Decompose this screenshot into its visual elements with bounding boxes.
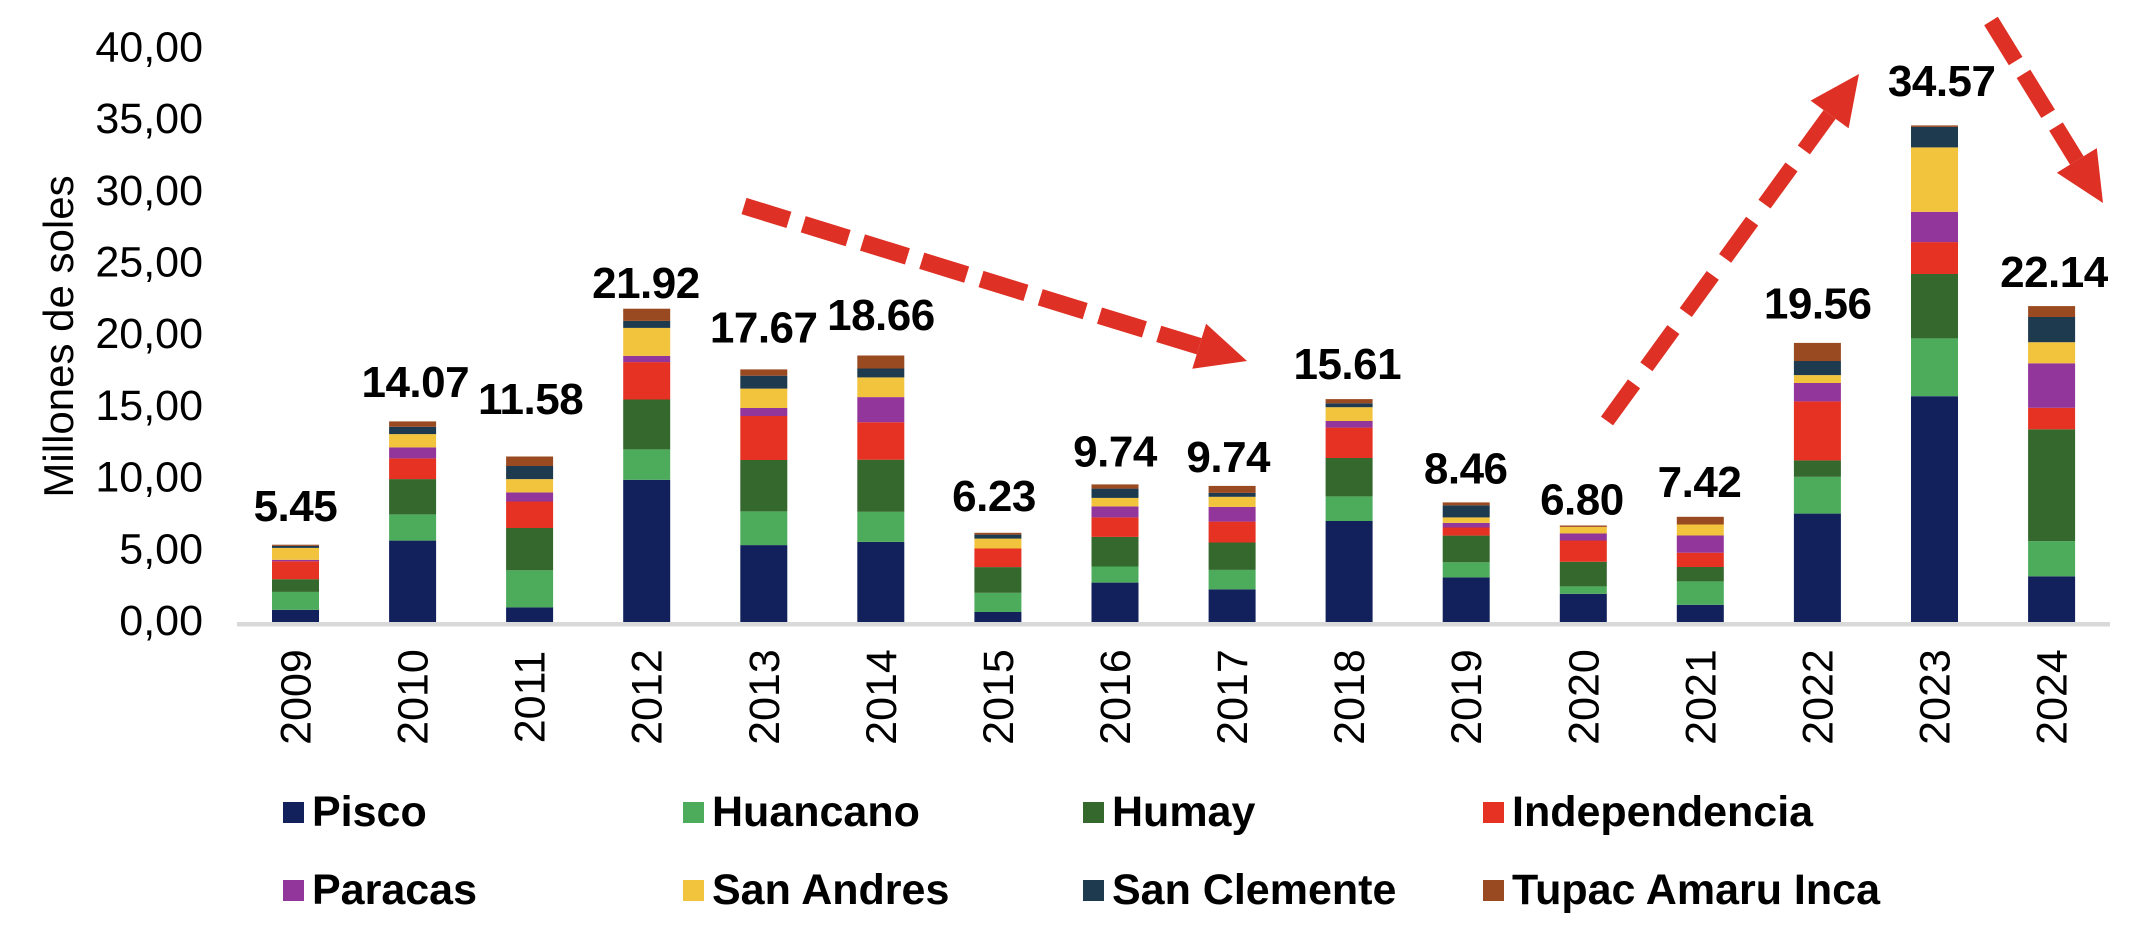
- svg-text:Paracas: Paracas: [312, 866, 477, 914]
- svg-text:7.42: 7.42: [1658, 458, 1742, 507]
- svg-text:2020: 2020: [1560, 649, 1608, 745]
- svg-text:2023: 2023: [1912, 649, 1960, 745]
- svg-text:15,00: 15,00: [95, 382, 203, 430]
- svg-text:30,00: 30,00: [95, 167, 203, 215]
- svg-text:2014: 2014: [858, 649, 906, 745]
- svg-text:2013: 2013: [741, 649, 789, 745]
- svg-text:10,00: 10,00: [95, 454, 203, 502]
- svg-text:9.74: 9.74: [1073, 427, 1158, 476]
- svg-text:2021: 2021: [1677, 649, 1725, 745]
- svg-text:2016: 2016: [1092, 649, 1140, 745]
- svg-text:21.92: 21.92: [592, 259, 700, 308]
- svg-text:17.67: 17.67: [710, 304, 818, 353]
- svg-text:6.80: 6.80: [1540, 476, 1624, 525]
- svg-text:9.74: 9.74: [1186, 433, 1271, 482]
- svg-text:15.61: 15.61: [1293, 340, 1401, 389]
- svg-text:Huancano: Huancano: [712, 788, 920, 836]
- svg-text:34.57: 34.57: [1888, 57, 1996, 106]
- svg-text:Pisco: Pisco: [312, 788, 427, 836]
- svg-text:5,00: 5,00: [119, 525, 203, 573]
- svg-text:2015: 2015: [975, 649, 1023, 745]
- svg-text:22.14: 22.14: [2000, 248, 2109, 297]
- svg-text:25,00: 25,00: [95, 239, 203, 287]
- svg-text:35,00: 35,00: [95, 95, 203, 143]
- svg-text:Independencia: Independencia: [1512, 788, 1814, 836]
- svg-text:San Andres: San Andres: [712, 866, 949, 914]
- svg-text:14.07: 14.07: [361, 358, 469, 407]
- svg-text:2009: 2009: [273, 649, 321, 745]
- svg-text:Tupac Amaru Inca: Tupac Amaru Inca: [1512, 866, 1881, 914]
- svg-text:20,00: 20,00: [95, 310, 203, 358]
- svg-text:San Clemente: San Clemente: [1112, 866, 1396, 914]
- svg-text:0,00: 0,00: [119, 597, 203, 645]
- svg-text:19.56: 19.56: [1764, 279, 1872, 328]
- svg-text:6.23: 6.23: [952, 472, 1036, 521]
- svg-text:Humay: Humay: [1112, 788, 1255, 836]
- svg-text:8.46: 8.46: [1424, 444, 1508, 493]
- svg-text:11.58: 11.58: [478, 375, 583, 424]
- svg-text:2024: 2024: [2029, 649, 2077, 745]
- svg-text:2018: 2018: [1326, 649, 1374, 745]
- svg-text:5.45: 5.45: [254, 482, 338, 531]
- svg-text:2017: 2017: [1209, 649, 1257, 745]
- svg-text:2022: 2022: [1794, 649, 1842, 745]
- svg-text:2019: 2019: [1443, 649, 1491, 745]
- svg-text:40,00: 40,00: [95, 23, 203, 71]
- svg-text:18.66: 18.66: [827, 291, 935, 340]
- svg-text:2012: 2012: [624, 649, 672, 745]
- svg-text:2011: 2011: [507, 651, 555, 743]
- svg-text:2010: 2010: [390, 649, 438, 745]
- svg-text:Millones de soles: Millones de soles: [35, 175, 82, 497]
